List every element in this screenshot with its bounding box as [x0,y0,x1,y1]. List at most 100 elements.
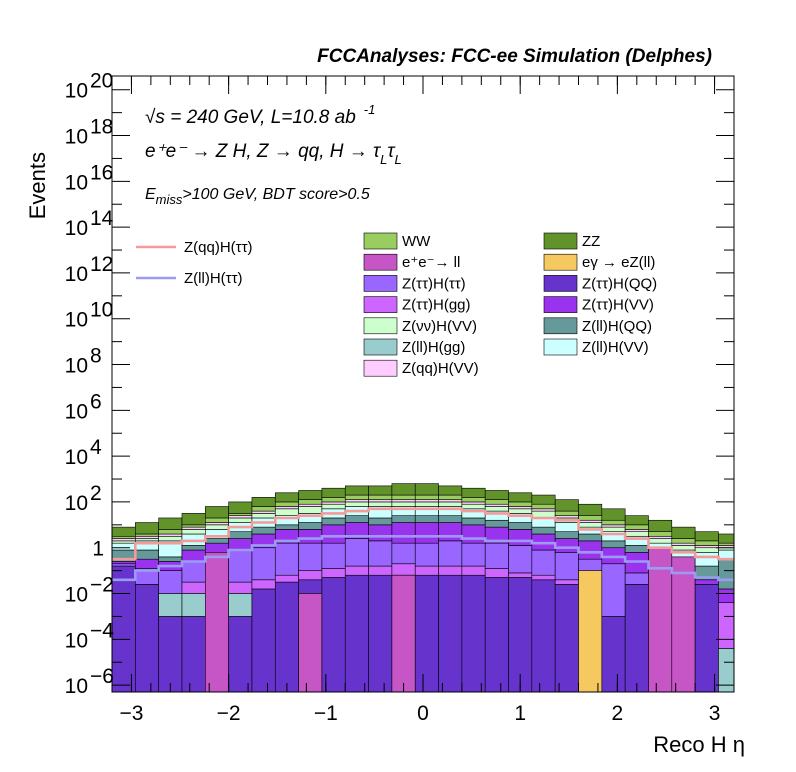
stack-segment [321,501,346,505]
y-tick-label: 10 [65,446,88,469]
stack-segment [111,540,136,544]
stack-segment [135,535,159,539]
stack-segment [181,549,206,562]
stack-segment [344,499,369,503]
annotations: √s = 240 GeV, L=10.8 ab -1 e⁺e⁻ → Z H, Z … [145,102,402,207]
stack-segment [321,517,346,526]
stack-segment [111,563,136,567]
stack-segment [554,515,579,519]
y-axis-label: Events [25,152,50,219]
stack-segment [694,579,719,585]
annotation-energy: √s = 240 GeV, L=10.8 ab -1 [145,102,375,128]
stack-segment [391,515,416,523]
legend-box-swatch [543,232,578,250]
stack-segment [274,581,299,693]
stack-segment [368,499,393,503]
stack-segment [368,501,393,507]
stack-segment [298,503,323,507]
legend-box-swatch [363,253,398,271]
stack-segment [321,487,346,498]
stack-segment [438,522,463,542]
legend-box-swatch [363,317,398,335]
stack-segment [344,494,369,500]
stack-segment [344,515,369,523]
y-tick-label: 10 [65,309,88,332]
stack-segment [111,565,136,693]
stack-segment [508,506,533,510]
legend-label: Z(ττ)H(VV) [582,297,654,314]
stack-segment [228,549,253,583]
stack-segment [391,494,416,500]
stack-segment [135,558,159,569]
stack-segment [414,542,439,567]
stack-segment [578,515,603,521]
legend-box-swatch [363,232,398,250]
stack-segment [648,531,673,537]
stack-segment [205,517,229,523]
stack-segment [554,499,579,512]
legend-box-swatch [543,275,578,292]
x-tick-label: 2 [612,702,624,725]
annotation-cuts: Emiss>100 GeV, BDT score>0.5 [145,186,370,207]
stack-segment [578,522,603,528]
stack-segment [648,538,673,544]
stack-segment [298,542,323,571]
stack-segment [391,522,416,544]
y-tick-label: 10 [65,629,88,652]
stack-segment [694,531,719,542]
stack-segment [578,570,603,693]
stack-segment [601,540,626,549]
stack-segment [181,561,206,583]
stack-segment [251,513,276,519]
stack-segment [508,492,533,503]
legend-box-swatch [543,317,578,335]
x-tick-label: 3 [709,702,721,725]
stack-segment [484,499,509,505]
stack-segment [158,570,183,594]
y-tick-exponent: 14 [90,207,114,230]
stack-segment [228,513,253,516]
stack-segment [461,487,486,498]
y-tick-label: 10 [65,171,88,194]
stack-segment [321,568,346,578]
stack-segment [648,519,673,533]
stack-segment [228,531,253,539]
stack-segment [205,524,229,530]
stack-segment [531,508,556,512]
stack-segment [438,499,463,503]
y-tick-exponent: 6 [90,390,102,413]
y-tick-exponent: 12 [90,253,113,276]
stack-segment [484,568,509,578]
stack-segment [438,540,463,567]
stack-segment [368,540,393,567]
stack-segment [508,522,533,530]
stack-segment [461,524,486,544]
stack-segment [251,588,276,693]
stack-segment [298,499,323,505]
y-tick-label: 10 [65,80,88,103]
stack-segment [251,547,276,581]
stack-segment [111,542,136,551]
stack-segment [508,529,533,546]
stack-segment [181,593,206,617]
stack-segment [158,556,183,562]
legend-label: Z(νν)H(VV) [402,318,477,335]
stack-segment [158,535,183,542]
stack-segment [461,517,486,526]
legend-label: Z(ll)H(QQ) [582,318,652,335]
stack-segment [298,593,323,693]
stack-segment [321,497,346,503]
annotation-process: e⁺e⁻ → Z H, Z → qq, H → τLτL [145,141,402,167]
stack-segment [414,522,439,544]
stack-segment [438,574,463,693]
stack-segment [391,501,416,507]
legend-label: e⁺e⁻→ ll [402,254,460,271]
legend-label: Z(ττ)H(QQ) [582,275,657,292]
legend-box-swatch [543,296,578,313]
x-tick-label: −3 [119,702,143,725]
stack-segment [228,538,253,551]
signal-line [112,507,734,561]
stack-segment [344,485,369,496]
